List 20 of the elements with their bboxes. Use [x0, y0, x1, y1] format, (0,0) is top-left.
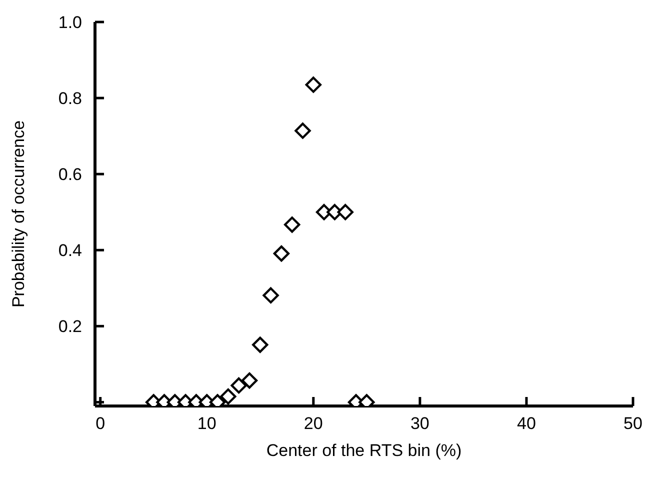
y-tick-label: 0.6 [58, 165, 82, 184]
x-tick-label: 20 [304, 414, 323, 434]
y-tick-label: 0.8 [58, 89, 82, 108]
x-tick-label: 0 [96, 414, 106, 434]
x-tick-label: 50 [624, 414, 642, 434]
point [294, 122, 311, 139]
point [337, 204, 354, 220]
point [252, 336, 268, 353]
y-tick-label: 1.0 [58, 13, 82, 32]
x-tick-label: 10 [197, 414, 216, 434]
y-tick-label: 0.4 [58, 241, 82, 260]
y-tick-label: 0.2 [58, 317, 82, 336]
point [262, 287, 279, 304]
point [273, 245, 290, 262]
y-axis-title: Probability of occurrence [9, 120, 28, 308]
x-tick-label: 40 [517, 414, 536, 434]
x-axis-title: Center of the RTS bin (%) [266, 441, 462, 460]
x-tick-label: 30 [410, 414, 430, 434]
point [284, 216, 300, 233]
point [305, 76, 322, 93]
